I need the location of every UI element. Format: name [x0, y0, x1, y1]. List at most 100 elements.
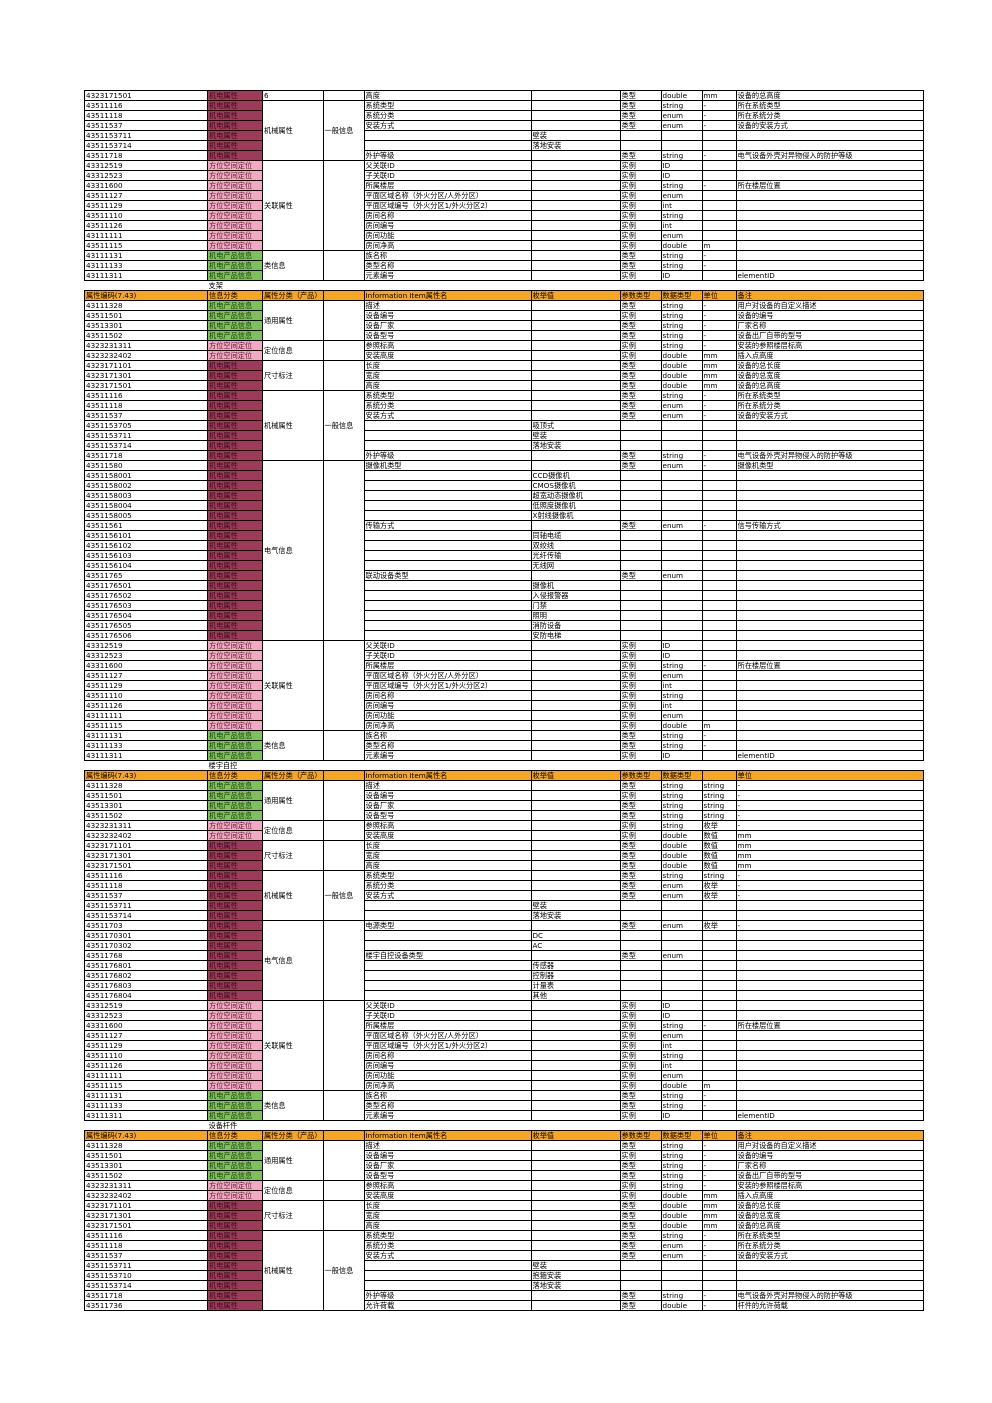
name-cell: 元素编号	[363, 750, 532, 761]
dtype-cell: enum	[660, 670, 703, 681]
category-cell: 机电属性	[207, 1280, 263, 1291]
code-cell: 4323171501	[84, 380, 208, 391]
name-cell	[363, 960, 532, 971]
enum-cell	[530, 640, 621, 651]
code-cell: 43111133	[84, 1100, 208, 1111]
dtype-cell: string	[660, 820, 703, 831]
table-row: 4351176802 机电属性 控制器	[84, 970, 924, 981]
category-cell: 机电属性	[207, 150, 263, 161]
enum-cell: 入侵报警器	[530, 590, 621, 601]
note-cell: 厂家名称	[735, 1160, 924, 1171]
dtype-cell: ID	[660, 650, 703, 661]
name-cell: 描述	[363, 300, 532, 311]
table-row: 4323232402 方位空间定位 安装高度 实例 double 数值 mm	[84, 830, 924, 841]
param-cell	[619, 430, 662, 441]
table-row: 4351158004 机电属性 低照度摄像机	[84, 500, 924, 511]
code-cell: 4323232402	[84, 830, 208, 841]
code-cell: 4323171301	[84, 1210, 208, 1221]
header-cell	[322, 1130, 365, 1141]
name-cell	[363, 930, 532, 941]
dtype-cell: double	[660, 1080, 703, 1091]
table-row: 43511537 机电属性 安装方式 类型 enum - 设备的安装方式	[84, 1250, 924, 1261]
header-cell: 枚举值	[530, 770, 621, 781]
name-cell: 系统类型	[363, 390, 532, 401]
code-cell: 43511115	[84, 240, 208, 251]
code-cell: 43311600	[84, 660, 208, 671]
enum-cell	[530, 250, 621, 261]
param-cell	[619, 590, 662, 601]
category-cell: 方位空间定位	[207, 1020, 263, 1031]
param-cell: 类型	[619, 860, 662, 871]
unit-cell	[701, 930, 737, 941]
code-cell: 43511118	[84, 400, 208, 411]
name-cell	[363, 620, 532, 631]
group-label: 通用属性	[262, 1140, 324, 1181]
name-cell: 设备厂家	[363, 800, 532, 811]
param-cell: 实例	[619, 200, 662, 211]
code-cell: 43511580	[84, 460, 208, 471]
category-cell: 方位空间定位	[207, 200, 263, 211]
param-cell: 实例	[619, 820, 662, 831]
name-cell: 类型名称	[363, 1100, 532, 1111]
category-cell: 方位空间定位	[207, 340, 263, 351]
table-row: 43511501 机电产品信息 设备编号 实例 string - 设备的编号	[84, 1150, 924, 1161]
dtype-cell	[660, 130, 703, 141]
category-cell: 机电产品信息	[207, 790, 263, 801]
name-cell	[363, 420, 532, 431]
unit-cell: -	[701, 1180, 737, 1191]
category-cell: 机电产品信息	[207, 780, 263, 791]
caption-spacer	[262, 1120, 924, 1131]
enum-cell	[530, 390, 621, 401]
note-cell: 杆件的允许荷载	[735, 1300, 924, 1311]
code-cell: 4351153711	[84, 130, 208, 141]
unit-cell: -	[701, 100, 737, 111]
name-cell: 安装高度	[363, 830, 532, 841]
table-row: 43511118 机电属性 系统分类 类型 enum 枚举 -	[84, 880, 924, 891]
enum-cell: 消防设备	[530, 620, 621, 631]
category-cell: 方位空间定位	[207, 710, 263, 721]
category-cell: 机电属性	[207, 950, 263, 961]
dtype-cell: string	[660, 1170, 703, 1181]
name-cell: 设备编号	[363, 1150, 532, 1161]
dtype-cell	[660, 630, 703, 641]
unit-cell: -	[701, 1230, 737, 1241]
table-row: 43511118 机电属性 系统分类 类型 enum - 所在系统分类	[84, 400, 924, 411]
note-cell: mm	[735, 850, 924, 861]
param-cell: 类型	[619, 90, 662, 101]
enum-cell: 控制器	[530, 970, 621, 981]
dtype-cell	[660, 1280, 703, 1291]
unit-cell	[701, 620, 737, 631]
group-label: 机械属性	[262, 870, 324, 921]
param-cell: 类型	[619, 120, 662, 131]
name-cell	[363, 550, 532, 561]
name-cell: 族名称	[363, 730, 532, 741]
unit-cell	[701, 560, 737, 571]
enum-cell: 传感器	[530, 960, 621, 971]
category-cell: 机电属性	[207, 500, 263, 511]
unit-cell	[701, 510, 737, 521]
note-cell: 插入点高度	[735, 350, 924, 361]
code-cell: 43511129	[84, 200, 208, 211]
table-row: 43511127 方位空间定位 平面区域名称（外火分区/人外分区） 实例 enum	[84, 190, 924, 201]
enum-cell	[530, 260, 621, 271]
table-row: 43111133 机电产品信息 类型名称 类型 string -	[84, 1100, 924, 1111]
code-cell: 4323171101	[84, 360, 208, 371]
unit-cell	[701, 500, 737, 511]
name-cell	[363, 1270, 532, 1281]
table-row: 4351153705 机电属性 吸顶式	[84, 420, 924, 431]
table-row: 4351153714 机电属性 落地安装	[84, 910, 924, 921]
table-row: 43513301 机电产品信息 设备厂家 类型 string - 厂家名称	[84, 1160, 924, 1171]
subgroup-label: 一般信息	[322, 870, 365, 921]
note-cell	[735, 990, 924, 1001]
param-cell: 类型	[619, 1290, 662, 1301]
category-cell: 方位空间定位	[207, 230, 263, 241]
table-row: 4323232402 方位空间定位 安装高度 实例 double mm 插入点高度	[84, 350, 924, 361]
name-cell	[363, 1280, 532, 1291]
param-cell: 类型	[619, 730, 662, 741]
enum-cell	[530, 450, 621, 461]
dtype-cell: double	[660, 1190, 703, 1201]
param-cell	[619, 500, 662, 511]
unit-cell	[701, 910, 737, 921]
note-cell	[735, 500, 924, 511]
name-cell: 高度	[363, 860, 532, 871]
